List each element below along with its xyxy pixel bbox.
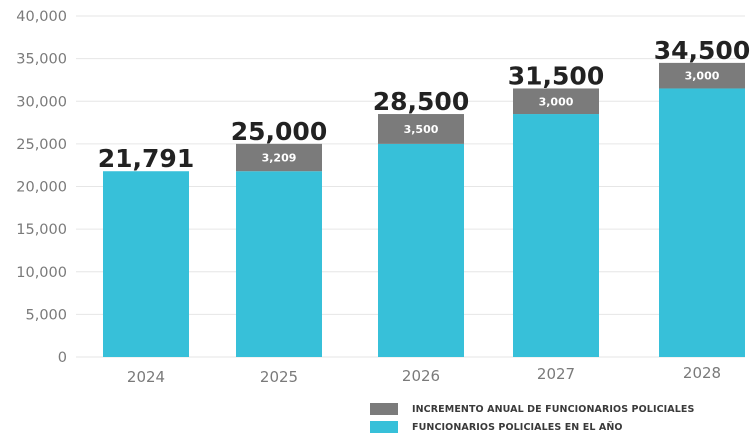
- bar-base-2024: [103, 171, 189, 357]
- y-tick-label: 40,000: [16, 9, 67, 25]
- x-tick-label-2025: 2025: [260, 368, 298, 386]
- y-tick-label: 15,000: [16, 222, 67, 238]
- increment-label-2028: 3,000: [685, 70, 720, 83]
- bar-base-2025: [236, 171, 322, 357]
- bar-increment-2025: [236, 143, 322, 172]
- legend-item-base: FUNCIONARIOS POLICIALES EN EL AÑO: [370, 420, 694, 434]
- total-label-2028: 34,500: [654, 36, 750, 65]
- total-label-2024: 21,791: [98, 144, 194, 173]
- bar-increment-2026: [378, 114, 464, 144]
- total-label-2026: 28,500: [373, 87, 469, 116]
- x-tick-label-2027: 2027: [537, 365, 575, 383]
- bar-base-2027: [513, 114, 599, 357]
- total-label-2025: 25,000: [231, 117, 327, 146]
- legend-item-increment: INCREMENTO ANUAL DE FUNCIONARIOS POLICIA…: [370, 402, 694, 416]
- x-tick-label-2028: 2028: [683, 364, 721, 382]
- legend-swatch-increment: [370, 403, 398, 415]
- increment-label-2027: 3,000: [539, 95, 574, 108]
- y-tick-label: 10,000: [16, 265, 67, 281]
- bar-base-2026: [378, 143, 464, 357]
- bar-increment-2027: [513, 88, 599, 115]
- y-tick-label: 0: [58, 350, 67, 366]
- y-tick-label: 35,000: [16, 52, 67, 68]
- legend-label-base: FUNCIONARIOS POLICIALES EN EL AÑO: [412, 421, 623, 433]
- legend-swatch-base: [370, 421, 398, 433]
- increment-label-2026: 3,500: [404, 123, 439, 136]
- bar-base-2028: [659, 88, 745, 358]
- y-tick-label: 20,000: [16, 180, 67, 196]
- increment-label-2025: 3,209: [262, 152, 297, 165]
- bar-increment-2028: [659, 62, 745, 89]
- x-tick-label-2026: 2026: [402, 367, 440, 385]
- y-tick-label: 30,000: [16, 94, 67, 110]
- legend-label-increment: INCREMENTO ANUAL DE FUNCIONARIOS POLICIA…: [412, 403, 695, 415]
- x-tick-label-2024: 2024: [127, 368, 165, 386]
- y-tick-label: 5,000: [25, 307, 67, 323]
- y-tick-label: 25,000: [16, 137, 67, 153]
- total-label-2027: 31,500: [508, 61, 604, 90]
- bar-chart: 0 5,000 10,000 15,000 20,000 25,000 30,000 35,0…: [16, 9, 750, 386]
- chart-legend: INCREMENTO ANUAL DE FUNCIONARIOS POLICIA…: [370, 402, 694, 438]
